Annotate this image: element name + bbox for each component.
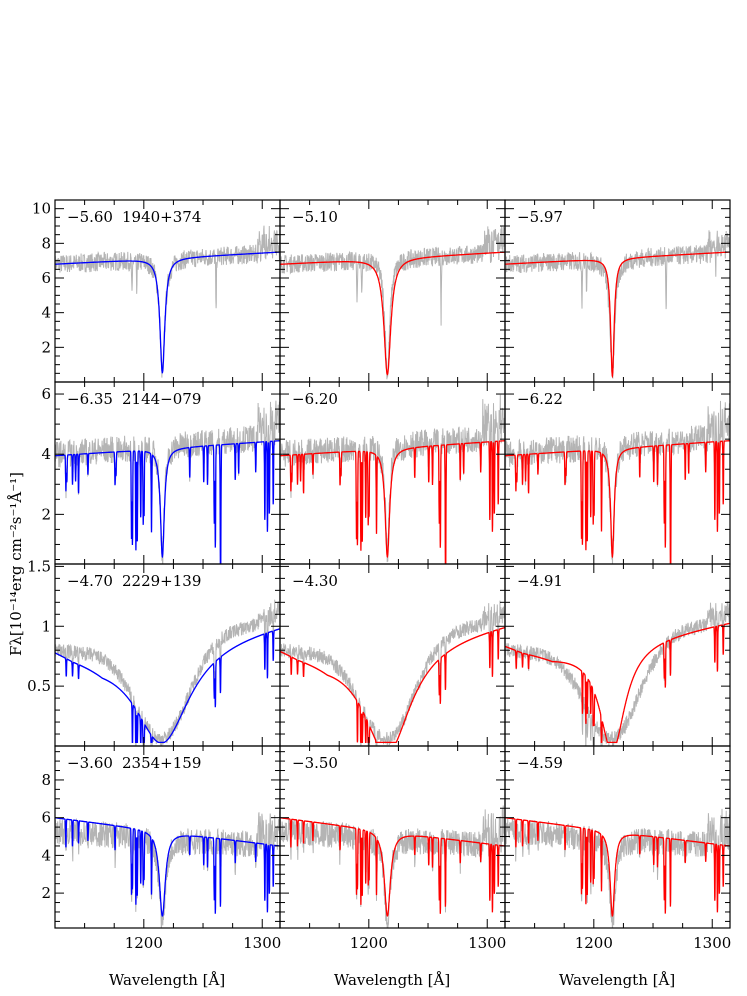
panel-value-label: −3.60 bbox=[67, 754, 113, 772]
panel-r3-c1 bbox=[54, 563, 281, 747]
model-spectrum bbox=[280, 440, 505, 564]
panel-r2-c3 bbox=[504, 381, 731, 565]
y-tick-label: 4 bbox=[41, 445, 51, 463]
panel-r1-c1 bbox=[54, 199, 281, 383]
panel-r1-c3 bbox=[504, 199, 731, 383]
panel-r2-c2 bbox=[279, 381, 506, 565]
x-axis-title-col-2: Wavelength [Å] bbox=[334, 971, 450, 989]
panel-value-label: −4.70 bbox=[67, 572, 113, 590]
x-tick-label: 1300 bbox=[693, 934, 731, 952]
model-spectrum bbox=[505, 251, 730, 379]
y-tick-label: 6 bbox=[41, 269, 51, 287]
y-tick-label: 0.5 bbox=[27, 677, 51, 695]
panel-value-label: −4.30 bbox=[292, 572, 338, 590]
y-tick-label: 6 bbox=[41, 385, 51, 403]
model-spectrum bbox=[280, 626, 505, 744]
observed-spectrum bbox=[280, 225, 505, 380]
model-spectrum bbox=[280, 817, 505, 917]
y-tick-label: 2 bbox=[41, 505, 51, 523]
panel-r4-c2 bbox=[279, 745, 506, 929]
panel-r3-c3 bbox=[504, 563, 731, 747]
model-spectrum bbox=[55, 440, 280, 564]
observed-spectrum bbox=[280, 600, 505, 746]
observed-spectrum bbox=[505, 400, 730, 564]
panel-frame bbox=[504, 563, 731, 747]
y-tick-label: 6 bbox=[41, 809, 51, 827]
model-spectrum bbox=[280, 251, 505, 376]
star-name-label: 2354+159 bbox=[122, 754, 201, 772]
y-tick-label: 4 bbox=[41, 846, 51, 864]
model-spectrum bbox=[505, 817, 730, 917]
observed-spectrum bbox=[55, 811, 280, 928]
observed-spectrum bbox=[505, 230, 730, 379]
star-name-label: 2229+139 bbox=[122, 572, 201, 590]
observed-spectrum bbox=[55, 599, 280, 746]
panel-r1-c2 bbox=[279, 199, 506, 383]
model-spectrum bbox=[55, 817, 280, 917]
observed-spectrum bbox=[55, 225, 280, 378]
panel-frame bbox=[504, 381, 731, 565]
panels-layer bbox=[54, 199, 731, 929]
panel-r4-c1 bbox=[54, 745, 281, 929]
model-spectrum bbox=[55, 251, 280, 374]
y-tick-label: 8 bbox=[41, 771, 51, 789]
panel-value-label: −6.20 bbox=[292, 390, 338, 408]
star-name-label: 2144−079 bbox=[122, 390, 201, 408]
panel-value-label: −4.59 bbox=[517, 754, 563, 772]
observed-spectrum bbox=[280, 394, 505, 563]
y-tick-label: 4 bbox=[41, 304, 51, 322]
x-tick-label: 1200 bbox=[575, 934, 613, 952]
panel-value-label: −6.35 bbox=[67, 390, 113, 408]
model-spectrum bbox=[55, 628, 280, 744]
star-name-label: 1940+374 bbox=[122, 208, 201, 226]
panel-value-label: −5.97 bbox=[517, 208, 563, 226]
x-tick-label: 1200 bbox=[125, 934, 163, 952]
y-tick-label: 1.5 bbox=[27, 557, 51, 575]
model-spectrum bbox=[505, 622, 730, 744]
x-axis-title-col-1: Wavelength [Å] bbox=[109, 971, 225, 989]
y-tick-label: 10 bbox=[32, 200, 51, 218]
x-tick-label: 1300 bbox=[243, 934, 281, 952]
x-axis-title-col-3: Wavelength [Å] bbox=[559, 971, 675, 989]
y-tick-label: 2 bbox=[41, 884, 51, 902]
x-tick-label: 1300 bbox=[468, 934, 506, 952]
panel-r3-c2 bbox=[279, 563, 506, 747]
x-tick-label: 1200 bbox=[350, 934, 388, 952]
panel-frame bbox=[504, 199, 731, 383]
model-spectrum bbox=[505, 440, 730, 564]
observed-spectrum bbox=[505, 808, 730, 928]
panel-value-label: −6.22 bbox=[517, 390, 563, 408]
panel-value-label: −5.10 bbox=[292, 208, 338, 226]
panel-value-label: −5.60 bbox=[67, 208, 113, 226]
panel-r4-c3 bbox=[504, 745, 731, 929]
observed-spectrum bbox=[505, 601, 730, 746]
y-tick-label: 1 bbox=[41, 617, 51, 635]
panel-value-label: −3.50 bbox=[292, 754, 338, 772]
y-axis-title: Fλ[10⁻¹⁴erg cm⁻²s⁻¹Å⁻¹] bbox=[7, 472, 25, 656]
y-tick-label: 2 bbox=[41, 338, 51, 356]
panel-value-label: −4.91 bbox=[517, 572, 563, 590]
y-tick-label: 8 bbox=[41, 234, 51, 252]
observed-spectrum bbox=[55, 400, 280, 564]
panel-r2-c1 bbox=[54, 381, 281, 565]
